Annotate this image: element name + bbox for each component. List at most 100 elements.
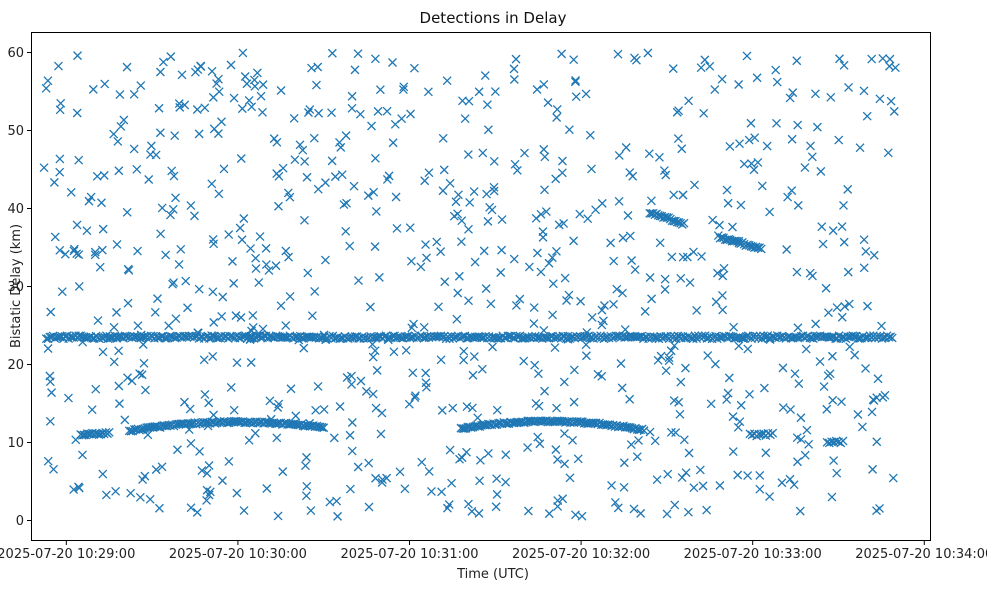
data-point: [90, 247, 100, 257]
data-point: [539, 79, 549, 89]
data-point: [457, 216, 467, 226]
data-point: [646, 196, 656, 206]
data-point: [662, 509, 672, 519]
data-point: [391, 192, 401, 202]
data-point: [533, 432, 543, 442]
data-point: [873, 374, 883, 384]
data-point: [491, 502, 501, 512]
y-tick-label: 30: [7, 280, 24, 295]
data-point: [816, 166, 826, 176]
data-point: [541, 207, 551, 217]
data-point: [399, 82, 409, 92]
data-point: [313, 381, 323, 391]
data-point: [454, 271, 464, 281]
data-point: [74, 155, 84, 165]
data-point: [532, 332, 542, 342]
data-point: [74, 250, 84, 260]
data-point: [207, 66, 217, 76]
data-point: [481, 284, 491, 294]
data-point: [569, 365, 579, 375]
x-axis: 2025-07-20 10:29:00 2025-07-20 10:30:00 20…: [0, 540, 987, 562]
data-point: [683, 507, 693, 517]
data-point: [678, 252, 688, 262]
data-point: [722, 235, 732, 245]
data-point: [123, 373, 132, 383]
data-point: [299, 343, 309, 353]
data-point: [626, 440, 636, 449]
data-point: [677, 473, 687, 483]
data-point: [786, 405, 795, 414]
data-point: [154, 503, 164, 513]
data-point: [205, 487, 215, 497]
data-point: [743, 471, 753, 481]
data-point: [772, 77, 782, 87]
data-point: [838, 436, 848, 446]
data-point: [488, 342, 497, 352]
data-point: [87, 405, 97, 415]
data-point: [483, 125, 493, 135]
data-point: [239, 506, 249, 515]
data-point: [611, 331, 621, 341]
data-point: [303, 268, 313, 278]
data-point: [208, 287, 218, 297]
data-point: [311, 80, 321, 90]
data-point: [151, 465, 161, 475]
data-point: [300, 461, 310, 471]
data-point: [321, 335, 331, 345]
data-point: [256, 330, 265, 340]
data-point: [109, 129, 119, 139]
data-point: [406, 109, 416, 119]
data-point: [497, 245, 507, 255]
data-point: [144, 175, 154, 184]
data-point: [755, 484, 765, 494]
data-point: [511, 54, 521, 64]
data-point: [444, 500, 454, 510]
data-point: [131, 332, 140, 342]
data-point: [614, 150, 624, 160]
data-point: [524, 262, 534, 272]
data-point: [530, 360, 540, 370]
data-point: [133, 321, 143, 331]
data-point: [633, 332, 643, 342]
data-point: [591, 205, 601, 215]
data-point: [534, 401, 544, 411]
data-point: [667, 216, 677, 226]
data-point: [445, 445, 455, 455]
data-point: [157, 462, 167, 472]
data-point: [284, 252, 293, 262]
data-point: [136, 330, 146, 340]
data-point: [668, 64, 678, 74]
data-point: [711, 297, 721, 307]
data-point: [217, 311, 227, 321]
data-point: [329, 433, 339, 443]
data-point: [652, 475, 662, 485]
data-point: [129, 89, 139, 99]
data-point: [314, 333, 324, 343]
data-point: [192, 507, 202, 517]
data-point: [655, 238, 665, 248]
data-point: [497, 215, 507, 224]
data-point: [389, 347, 399, 357]
data-point: [489, 156, 499, 166]
data-point: [536, 267, 546, 277]
data-point: [78, 450, 87, 460]
data-point: [559, 377, 569, 387]
data-point: [744, 135, 754, 145]
data-point: [91, 384, 101, 394]
data-point: [256, 91, 266, 101]
data-point: [859, 263, 869, 273]
data-point: [442, 76, 452, 86]
data-point: [682, 252, 692, 262]
data-point: [518, 333, 528, 343]
data-point: [888, 473, 898, 483]
data-point: [778, 363, 788, 373]
data-point: [569, 55, 579, 65]
data-point: [827, 351, 837, 361]
data-point: [459, 346, 469, 356]
data-point: [597, 305, 607, 315]
data-point: [568, 435, 578, 445]
data-point: [529, 303, 539, 313]
data-point: [463, 150, 473, 159]
data-point: [619, 458, 629, 468]
data-point: [88, 84, 98, 94]
